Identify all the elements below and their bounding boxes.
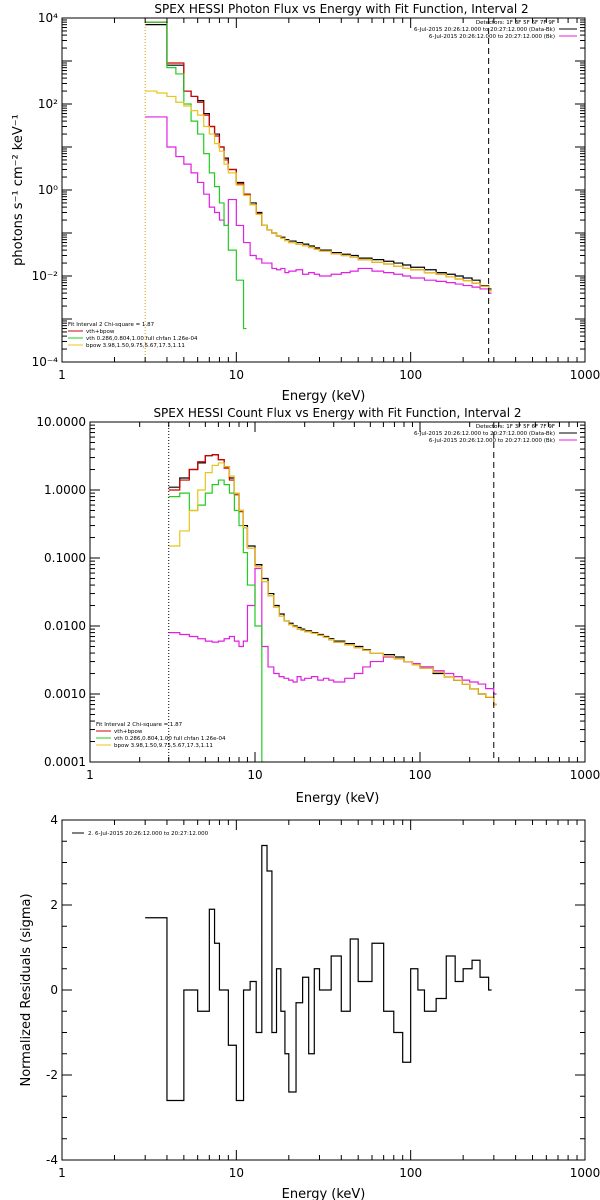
- chart-panel-2: SPEX HESSI Count Flux vs Energy with Fit…: [36, 406, 600, 806]
- x-tick-label: 1000: [570, 368, 600, 382]
- x-axis-label: Energy (keV): [282, 389, 366, 404]
- x-tick-label: 10: [247, 768, 262, 782]
- x-tick-label: 100: [399, 368, 422, 382]
- y-tick-label: 0: [50, 983, 58, 997]
- plot-frame: [61, 17, 586, 363]
- y-tick-label: 4: [50, 813, 58, 827]
- series-bk-line: [145, 116, 492, 294]
- series-vth-bpow-line: [168, 454, 497, 706]
- plot-frame: [89, 421, 586, 763]
- series-vth-line: [145, 21, 247, 330]
- series-group: [168, 454, 497, 762]
- y-tick-label: -4: [46, 1153, 58, 1167]
- y-tick-label: 10⁴: [38, 11, 58, 25]
- series-group: [145, 844, 492, 1102]
- legend-entry: vth+bpow: [114, 729, 143, 735]
- y-tick-label: 10⁰: [38, 183, 58, 197]
- y-tick-label: 10⁻⁴: [32, 355, 59, 369]
- x-tick-label: 1: [58, 368, 66, 382]
- chart-title: SPEX HESSI Photon Flux vs Energy with Fi…: [154, 2, 528, 16]
- y-axis-label: photons s⁻¹ cm⁻² keV⁻¹: [11, 114, 26, 266]
- y-tick-label: 1.0000: [44, 483, 86, 497]
- x-tick-label: 1000: [570, 1166, 600, 1180]
- y-tick-label: 0.1000: [44, 551, 86, 565]
- chart-panel-3: 1 10 100 1000 -4 -2 0 2 4 Energy (keV) Normalized …: [19, 813, 600, 1200]
- legend-entry: bpow 3.98,1.50,9.75,5.67,17.3,1.11: [114, 743, 213, 749]
- series-vth-bpow-line: [145, 21, 492, 292]
- legend-entry: Fit Interval 2 Chi-square = 1.87: [96, 722, 183, 728]
- legend-entry: Detectors: 1F 3F 5F 6F 7F 9F: [476, 424, 555, 430]
- y-tick-label: 0.0010: [44, 687, 86, 701]
- y-tick-label: 10²: [38, 97, 58, 111]
- y-tick-label: 10⁻²: [32, 269, 59, 283]
- legend-entry: bpow 3.98,1.50,9.75,5.67,17.3,1.11: [86, 343, 185, 349]
- series-data-bk-line: [168, 454, 497, 706]
- x-tick-label: 10: [229, 1166, 244, 1180]
- legend-entry: vth+bpow: [86, 329, 115, 335]
- x-tick-label: 100: [409, 768, 432, 782]
- x-tick-label: 1: [86, 768, 94, 782]
- x-axis-label: Energy (keV): [296, 791, 380, 806]
- legend-entry: Fit Interval 2 Chi-square = 1.87: [68, 322, 155, 328]
- series-bk-line: [168, 567, 497, 695]
- x-tick-label: 1000: [570, 768, 600, 782]
- legend-entry: 6-Jul-2015 20:26:12.000 to 20:27:12.000 …: [429, 34, 555, 40]
- legend-entry: 6-Jul-2015 20:26:12.000 to 20:27:12.000 …: [414, 431, 555, 437]
- x-axis-label: Energy (keV): [282, 1187, 366, 1200]
- chart-panel-1: SPEX HESSI Photon Flux vs Energy with Fi…: [11, 2, 600, 404]
- x-tick-label: 10: [229, 368, 244, 382]
- chart-title: SPEX HESSI Count Flux vs Energy with Fit…: [153, 406, 521, 420]
- legend-entry: Detectors: 1F 3F 5F 6F 7F 9F: [476, 20, 555, 26]
- series-bpow-line: [145, 90, 492, 292]
- x-tick-label: 1: [58, 1166, 66, 1180]
- x-tick-label: 100: [399, 1166, 422, 1180]
- legend-entry: vth 0.286,0.804,1.00 full chfan 1.26e-04: [114, 736, 226, 742]
- series-vth-line: [168, 479, 265, 762]
- y-tick-label: 0.0100: [44, 619, 86, 633]
- y-axis-label: Normalized Residuals (sigma): [19, 893, 34, 1086]
- y-tick-label: -2: [46, 1068, 58, 1082]
- legend-entry: 2. 6-Jul-2015 20:26:12.000 to 20:27:12.0…: [88, 831, 209, 837]
- legend-entry: 6-Jul-2015 20:26:12.000 to 20:27:12.000 …: [429, 438, 555, 444]
- legend-entry: vth 0.286,0.804,1.00 full chfan 1.26e-04: [86, 336, 198, 342]
- legend-entry: 6-Jul-2015 20:26:12.000 to 20:27:12.000 …: [414, 27, 555, 33]
- y-tick-label: 2: [50, 898, 58, 912]
- y-tick-label: 0.0001: [44, 755, 86, 769]
- series-bpow-line: [168, 462, 497, 706]
- y-tick-label: 10.0000: [36, 415, 86, 429]
- series-group: [145, 21, 492, 330]
- series-2-6-jul-2015-20-26-12-000-to-20-27-12-000-line: [145, 844, 492, 1102]
